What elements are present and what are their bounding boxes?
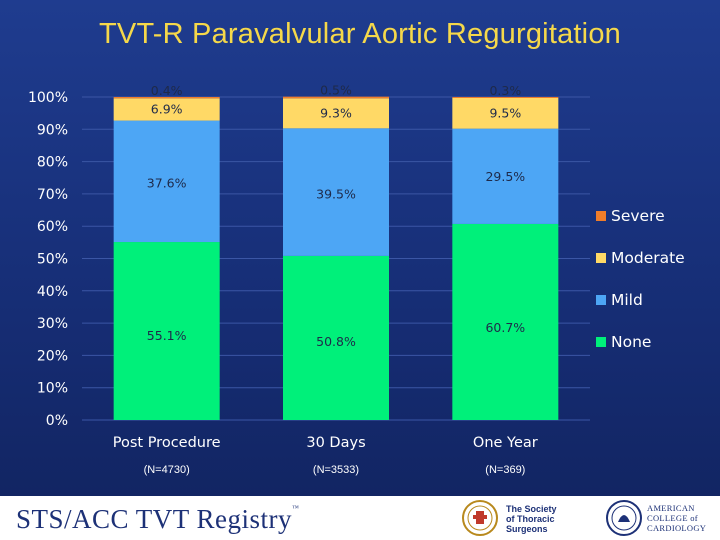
data-label: 39.5%	[316, 187, 356, 202]
data-label: 37.6%	[147, 175, 187, 190]
data-label: 50.8%	[316, 334, 356, 349]
legend-swatch	[596, 253, 606, 263]
y-tick-label: 20%	[37, 348, 68, 364]
data-label: 9.3%	[320, 105, 352, 120]
y-tick-label: 40%	[37, 284, 68, 300]
sample-size-label: (N=4730)	[144, 464, 190, 476]
data-label: 29.5%	[485, 169, 525, 184]
sample-size-label: (N=3533)	[313, 464, 359, 476]
data-label: 6.9%	[151, 101, 183, 116]
slide-background: TVT-R Paravalvular Aortic Regurgitation …	[0, 0, 720, 496]
data-label: 0.3%	[489, 83, 521, 98]
y-tick-label: 60%	[37, 219, 68, 235]
legend-swatch	[596, 295, 606, 305]
y-tick-label: 30%	[37, 316, 68, 332]
bar-segment	[113, 97, 220, 99]
bar-segment	[113, 98, 220, 121]
y-tick-label: 90%	[37, 122, 68, 138]
stacked-bar-chart: 0% 10% 20% 30% 40% 50% 60% 70% 80% 90% 100% 55.1% 37…	[28, 82, 685, 476]
bar-segment	[452, 97, 559, 98]
registry-logo: STS/ACC TVT Registry™	[16, 504, 299, 535]
footer-bar: STS/ACC TVT Registry™ The Society of Tho…	[0, 496, 720, 540]
legend-swatch	[596, 211, 606, 221]
acc-seal-icon	[606, 500, 642, 536]
y-tick-label: 0%	[46, 413, 68, 429]
legend-label: None	[611, 333, 651, 351]
registry-trademark: ™	[292, 504, 300, 512]
y-tick-label: 80%	[37, 155, 68, 171]
legend-label: Severe	[611, 207, 665, 225]
legend-swatch	[596, 337, 606, 347]
data-label: 60.7%	[485, 320, 525, 335]
data-label: 0.5%	[320, 83, 352, 98]
bar-segment	[452, 128, 559, 224]
data-label: 0.4%	[151, 83, 183, 98]
x-category-label: One Year	[473, 435, 538, 451]
legend-label: Mild	[611, 291, 643, 309]
data-label: 9.5%	[489, 105, 521, 120]
y-tick-label: 10%	[37, 381, 68, 397]
sts-seal-icon	[462, 500, 498, 536]
y-tick-label: 100%	[28, 90, 68, 106]
bar-segment	[283, 128, 389, 256]
sts-logo-text: The Society of Thoracic Surgeons	[506, 504, 557, 534]
bar-segment	[283, 255, 389, 420]
acc-logo-text: AMERICAN COLLEGE of CARDIOLOGY	[647, 503, 707, 533]
bar-segment	[113, 120, 220, 243]
chart-title: TVT-R Paravalvular Aortic Regurgitation	[99, 18, 621, 50]
bar-segment	[113, 242, 220, 420]
legend-label: Moderate	[611, 249, 685, 267]
bar-segment	[452, 97, 559, 129]
bar-segment	[283, 98, 389, 129]
y-tick-label: 70%	[37, 187, 68, 203]
bar-segment	[283, 96, 389, 99]
data-label: 55.1%	[147, 328, 187, 343]
bar-segment	[452, 223, 559, 420]
y-tick-label: 50%	[37, 252, 68, 268]
registry-name: STS/ACC TVT Registry	[16, 504, 293, 534]
x-category-label: Post Procedure	[113, 435, 221, 451]
sample-size-label: (N=369)	[485, 464, 525, 476]
x-category-label: 30 Days	[306, 435, 365, 451]
